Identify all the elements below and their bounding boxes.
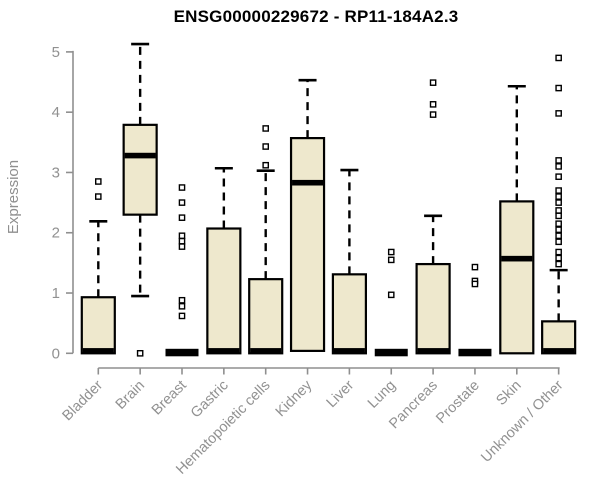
outlier-point bbox=[178, 296, 186, 304]
outlier-point bbox=[555, 207, 562, 214]
outlier-point bbox=[136, 350, 144, 357]
svg-text:Bladder: Bladder bbox=[59, 377, 106, 424]
outlier-point bbox=[262, 161, 270, 169]
outlier-point bbox=[178, 232, 186, 240]
x-tick-label: Bladder bbox=[59, 377, 106, 424]
outlier-point bbox=[471, 263, 479, 271]
svg-text:Prostate: Prostate bbox=[433, 378, 482, 427]
outlier-point bbox=[94, 178, 102, 185]
x-tick-label: Breast bbox=[149, 378, 190, 419]
outlier-point bbox=[178, 302, 186, 310]
outlier-point bbox=[262, 143, 270, 150]
outlier-point bbox=[178, 312, 186, 320]
outlier-point bbox=[262, 125, 270, 132]
outlier-point bbox=[555, 187, 562, 194]
svg-text:Liver: Liver bbox=[324, 377, 358, 411]
y-tick-label: 2 bbox=[52, 225, 60, 242]
y-tick-label: 3 bbox=[52, 164, 60, 181]
outlier-point bbox=[387, 291, 395, 299]
outlier-point bbox=[555, 193, 562, 200]
outlier-point bbox=[555, 220, 562, 227]
y-axis: 0 1 2 3 4 5 bbox=[52, 44, 74, 362]
outlier-point bbox=[471, 280, 479, 288]
outlier-point bbox=[178, 184, 186, 191]
x-tick-label: Liver bbox=[324, 377, 358, 411]
outlier-point bbox=[178, 243, 186, 250]
box-bladder bbox=[80, 178, 116, 355]
outlier-point bbox=[429, 79, 437, 86]
outlier-point bbox=[555, 254, 562, 262]
outlier-point bbox=[178, 237, 186, 245]
outlier-point bbox=[387, 256, 395, 264]
y-tick-label: 1 bbox=[52, 285, 60, 302]
outlier-point bbox=[555, 212, 562, 220]
box-gastric bbox=[206, 166, 242, 355]
outlier-point bbox=[429, 101, 437, 108]
outlier-point bbox=[178, 199, 186, 206]
y-tick-label: 0 bbox=[52, 345, 60, 362]
box-kidney bbox=[289, 78, 326, 352]
outlier-point bbox=[178, 214, 186, 221]
outlier-point bbox=[555, 157, 562, 164]
box-skin bbox=[499, 84, 535, 355]
svg-text:Skin: Skin bbox=[493, 378, 524, 409]
outlier-point bbox=[387, 248, 395, 256]
x-tick-label: Prostate bbox=[433, 378, 482, 427]
x-tick-label: Brain bbox=[113, 378, 148, 413]
x-tick-label: Skin bbox=[493, 378, 524, 409]
box-liver bbox=[331, 168, 367, 355]
chart-title: ENSG00000229672 - RP11-184A2.3 bbox=[173, 7, 459, 26]
box-brain bbox=[122, 42, 158, 357]
outlier-point bbox=[555, 163, 562, 170]
outlier-point bbox=[555, 110, 562, 117]
outlier-point bbox=[555, 199, 562, 206]
svg-text:Kidney: Kidney bbox=[273, 377, 316, 420]
svg-text:Lung: Lung bbox=[365, 378, 399, 412]
box-hematopoietic-cells bbox=[248, 125, 284, 355]
outlier-point bbox=[94, 193, 102, 200]
outlier-point bbox=[555, 232, 562, 240]
y-tick-label: 4 bbox=[52, 104, 60, 121]
box-prostate bbox=[458, 263, 492, 357]
svg-text:Brain: Brain bbox=[113, 378, 148, 413]
box-lung bbox=[374, 248, 408, 357]
outlier-point bbox=[555, 226, 562, 234]
x-tick-label: Lung bbox=[365, 378, 399, 412]
box-unknown-other bbox=[541, 54, 577, 355]
outlier-point bbox=[555, 238, 562, 246]
x-tick-label: Kidney bbox=[273, 377, 316, 420]
svg-text:Breast: Breast bbox=[149, 378, 190, 419]
outlier-point bbox=[429, 111, 437, 118]
outlier-point bbox=[555, 173, 562, 180]
y-tick-label: 5 bbox=[52, 44, 60, 61]
outlier-point bbox=[555, 260, 562, 268]
box-pancreas bbox=[415, 79, 451, 355]
outlier-point bbox=[555, 84, 562, 92]
box-breast bbox=[165, 184, 199, 357]
outlier-point bbox=[555, 54, 562, 62]
outlier-point bbox=[555, 248, 562, 256]
